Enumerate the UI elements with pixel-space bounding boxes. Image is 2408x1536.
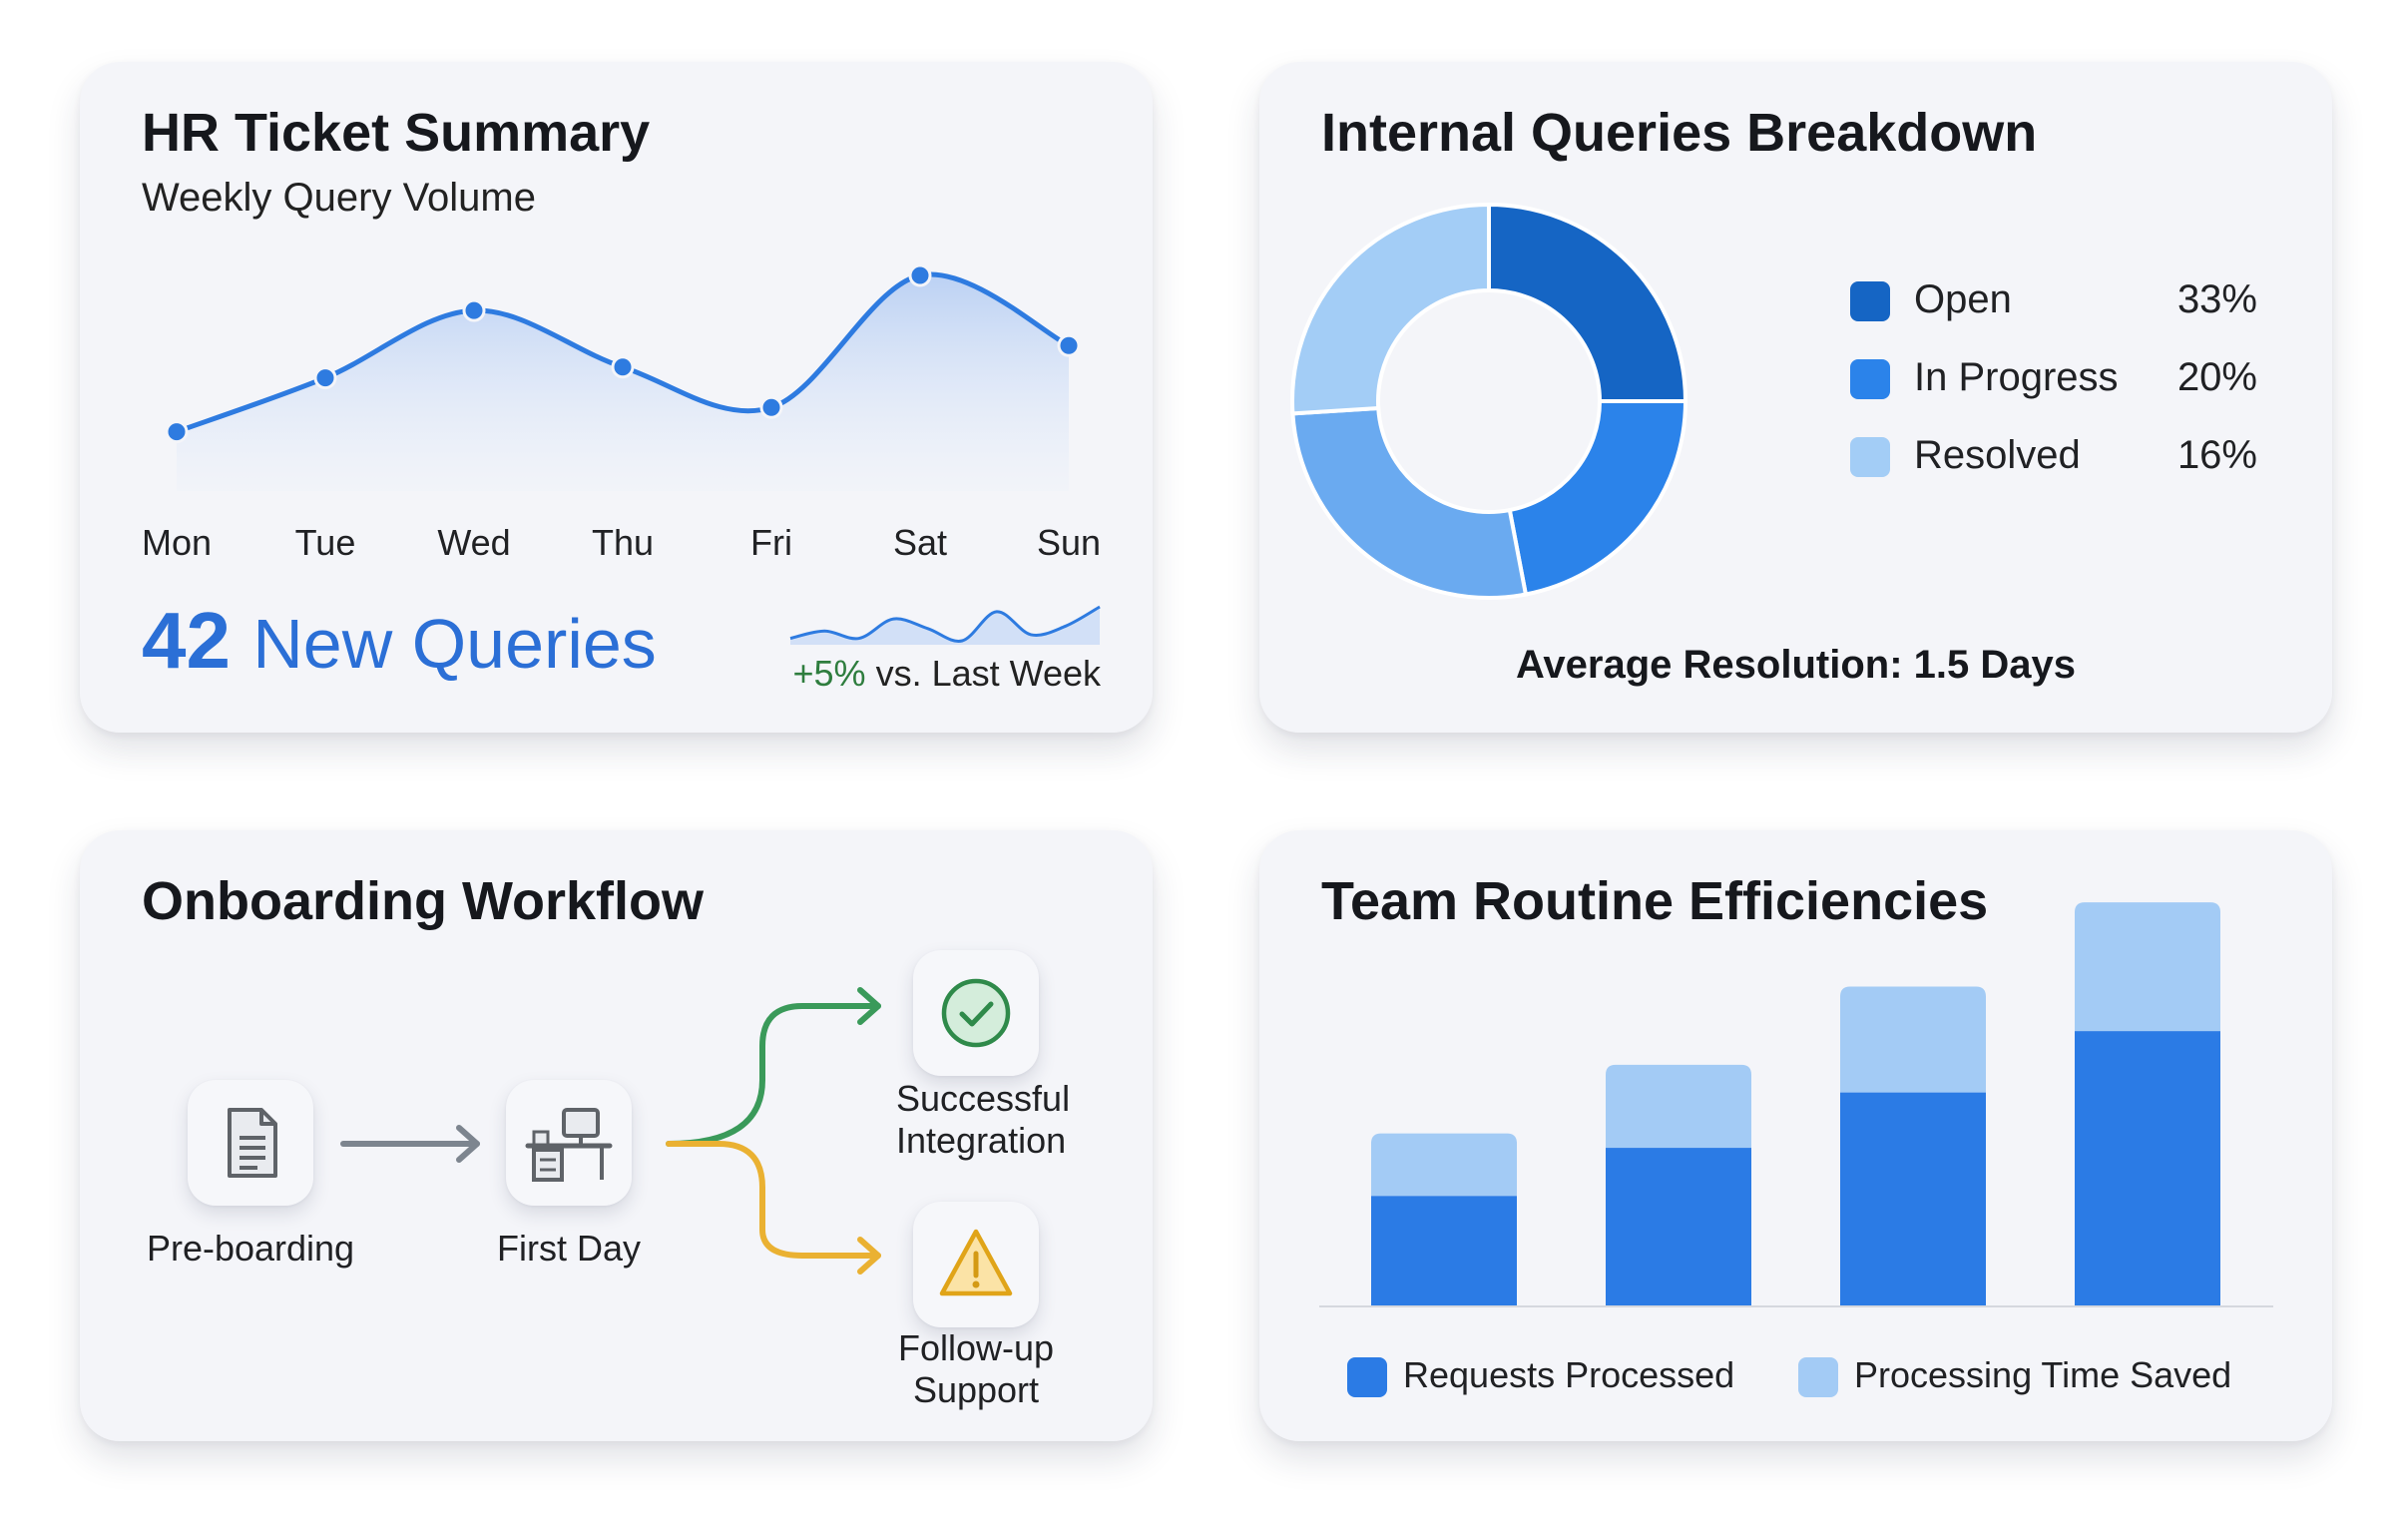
requests-legend-swatch (1347, 1357, 1387, 1397)
follow-up-support-step (913, 1202, 1039, 1327)
pre-boarding-step (188, 1080, 313, 1206)
donut-slice-2 (1507, 399, 1688, 597)
data-point-wed (462, 298, 486, 322)
queries-donut-chart (1290, 202, 1688, 600)
successful-integration-step (913, 950, 1039, 1076)
desk-icon (525, 1108, 613, 1182)
data-point-tue (313, 366, 337, 390)
efficiencies-bar-chart (1319, 902, 2273, 1307)
queries-legend: Open 33% In Progress 20% Resolved 16% (1259, 62, 2332, 733)
x-tick-label: Tue (295, 522, 356, 563)
onboarding-workflow-card: Onboarding Workflow Pre-boarding (80, 830, 1153, 1441)
card-title: Onboarding Workflow (142, 871, 704, 931)
x-tick-label: Fri (750, 522, 792, 563)
success-branch-arrow (666, 987, 881, 1147)
x-tick-label: Mon (142, 522, 212, 563)
card-title: Internal Queries Breakdown (1321, 103, 2038, 163)
successful-integration-label: Successful Integration (896, 1078, 1071, 1162)
area-fill (177, 273, 1069, 491)
first-day-step (506, 1080, 632, 1206)
bar-time-saved-3 (1840, 986, 1986, 1093)
sparkline-line (789, 605, 1101, 643)
bar-time-saved-1 (1371, 1133, 1517, 1197)
legend-swatch (1850, 359, 1890, 399)
bar-requests-4 (2075, 1031, 2220, 1305)
week-change: +5% vs. Last Week (793, 653, 1102, 695)
legend-label: In Progress (1914, 355, 2119, 399)
donut-slice-4 (1290, 202, 1491, 416)
followup-label-line2: Support (912, 1369, 1040, 1410)
followup-branch-arrow (666, 1141, 881, 1275)
check-circle-icon (941, 978, 1011, 1048)
new-queries-label: New Queries (252, 605, 657, 683)
card-title: Team Routine Efficiencies (1321, 871, 1989, 931)
bar-requests-3 (1840, 1092, 1986, 1305)
legend-value: 20% (2176, 355, 2257, 399)
legend-label: Open (1914, 277, 2012, 321)
new-queries-count: 42 (142, 596, 231, 685)
followup-label-line1: Follow-up (897, 1327, 1055, 1368)
sparkline-fill (790, 607, 1100, 645)
bar-time-saved-4 (2075, 902, 2220, 1032)
data-point-mon (165, 420, 189, 444)
trend-sparkline (789, 605, 1101, 645)
first-day-label: First Day (497, 1228, 641, 1269)
successful-label-line1: Successful (896, 1078, 1071, 1119)
donut-slice-1 (1487, 202, 1688, 403)
data-point-fri (759, 395, 783, 419)
legend-swatch (1850, 281, 1890, 321)
week-change-label: vs. Last Week (875, 653, 1101, 694)
legend-label: Resolved (1914, 433, 2081, 477)
x-tick-label: Sun (1037, 522, 1101, 563)
warning-icon (939, 1229, 1013, 1296)
bar-requests-2 (1606, 1148, 1751, 1305)
workflow-connectors (340, 987, 881, 1275)
donut-slice-3 (1290, 405, 1529, 600)
hr-ticket-summary-card: HR Ticket Summary Weekly Query Volume Mo… (80, 62, 1153, 733)
bar-requests-1 (1371, 1196, 1517, 1305)
time-saved-legend-swatch (1798, 1357, 1838, 1397)
card-title: HR Ticket Summary (142, 103, 651, 163)
successful-label-line2: Integration (896, 1120, 1067, 1161)
pre-boarding-label: Pre-boarding (146, 1228, 355, 1269)
bar-time-saved-2 (1606, 1064, 1751, 1149)
internal-queries-card: Internal Queries Breakdown Open 33% In Pro… (1259, 62, 2332, 733)
x-tick-label: Thu (592, 522, 654, 563)
legend-value: 16% (2176, 433, 2257, 477)
document-icon (228, 1108, 277, 1178)
data-point-sat (908, 263, 932, 287)
legend-swatch (1850, 437, 1890, 477)
data-point-thu (611, 355, 635, 379)
average-resolution: Average Resolution: 1.5 Days (1516, 643, 2076, 687)
arrow-right-icon (340, 1125, 480, 1163)
new-queries-stat: 42 New Queries (142, 601, 657, 681)
team-efficiencies-card: Team Routine Efficiencies Requests Proce… (1259, 830, 2332, 1441)
weekly-query-line-chart: Mon Tue Wed Thu Fri Sat Sun (142, 263, 1101, 563)
x-tick-label: Sat (893, 522, 947, 563)
legend-value: 33% (2176, 277, 2257, 321)
data-point-sun (1057, 333, 1081, 357)
x-tick-label: Wed (437, 522, 510, 563)
week-change-value: +5% (792, 653, 866, 694)
card-subtitle: Weekly Query Volume (142, 176, 536, 220)
time-saved-legend-label: Processing Time Saved (1854, 1354, 2232, 1395)
requests-legend-label: Requests Processed (1403, 1354, 1735, 1395)
follow-up-support-label: Follow-up Support (896, 1327, 1056, 1411)
